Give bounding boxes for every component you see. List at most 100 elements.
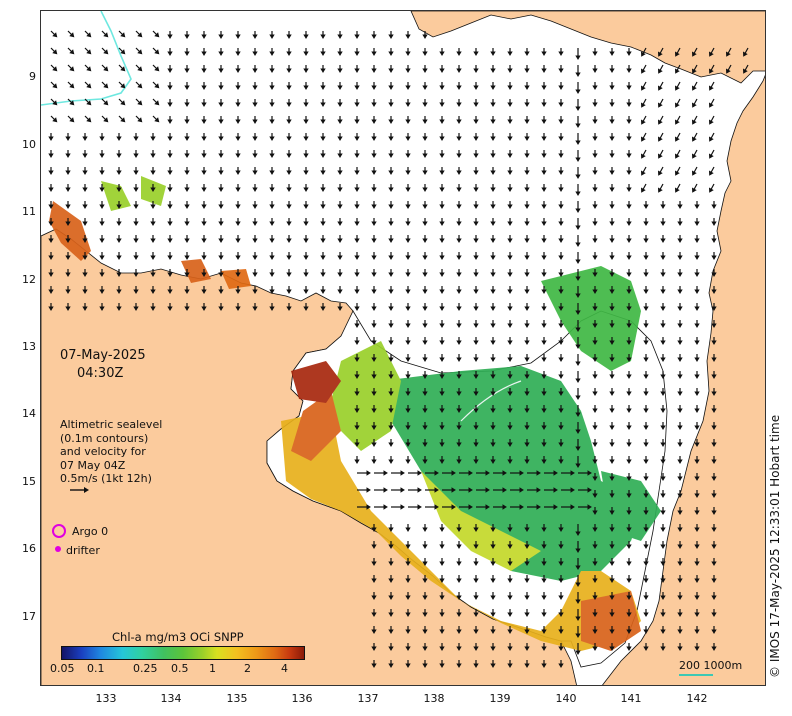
velocity-arrowhead (507, 340, 513, 345)
velocity-arrowhead (235, 68, 241, 73)
velocity-arrowhead (541, 306, 547, 311)
velocity-arrowhead (626, 102, 632, 107)
velocity-arrowhead (371, 187, 377, 192)
velocity-arrowhead (422, 204, 428, 209)
velocity-arrowhead (269, 289, 275, 294)
velocity-arrowhead (456, 136, 462, 141)
velocity-arrowhead (456, 153, 462, 158)
velocity-arrowhead (422, 391, 428, 396)
velocity-arrowhead (337, 102, 343, 107)
velocity-arrowhead (422, 629, 428, 634)
velocity-arrowhead (422, 340, 428, 345)
velocity-arrowhead (558, 612, 564, 617)
velocity-arrowhead (541, 170, 547, 175)
velocity-arrowhead (388, 153, 394, 158)
velocity-arrowhead (99, 255, 105, 260)
velocity-arrowhead (99, 204, 105, 209)
velocity-arrowhead (490, 561, 496, 566)
velocity-arrowhead (711, 272, 717, 277)
velocity-arrowhead (473, 221, 479, 226)
velocity-arrowhead (711, 612, 717, 617)
velocity-arrowhead (694, 340, 700, 345)
sealevel-contour (41, 11, 132, 106)
velocity-arrowhead (269, 68, 275, 73)
velocity-arrowhead (456, 102, 462, 107)
velocity-arrowhead (320, 238, 326, 243)
velocity-arrowhead (473, 238, 479, 243)
lat-tick-11: 11 (22, 205, 36, 218)
velocity-arrowhead (558, 595, 564, 600)
velocity-arrowhead (388, 391, 394, 396)
velocity-arrowhead (439, 51, 445, 56)
velocity-arrowhead (626, 289, 632, 294)
velocity-arrowhead (541, 595, 547, 600)
velocity-arrowhead (388, 527, 394, 532)
velocity-arrowhead (218, 221, 224, 226)
velocity-arrowhead (354, 391, 360, 396)
velocity-arrowhead (609, 272, 615, 277)
velocity-arrowhead (524, 629, 530, 634)
velocity-arrowhead (675, 170, 680, 176)
velocity-arrowhead (524, 85, 530, 90)
velocity-arrowhead (150, 204, 156, 209)
velocity-arrowhead (354, 221, 360, 226)
velocity-arrowhead (694, 272, 700, 277)
velocity-arrowhead (677, 629, 683, 634)
velocity-arrowhead (320, 289, 326, 294)
velocity-arrowhead (337, 289, 343, 294)
velocity-arrowhead (235, 170, 241, 175)
velocity-arrowhead (694, 391, 700, 396)
velocity-arrowhead (490, 391, 496, 396)
velocity-arrowhead (456, 85, 462, 90)
velocity-arrowhead (711, 527, 717, 532)
velocity-arrowhead (439, 578, 445, 583)
velocity-arrowhead (626, 612, 632, 617)
velocity-arrowhead (320, 34, 326, 39)
velocity-arrowhead (541, 340, 547, 345)
velocity-arrowhead (252, 51, 258, 56)
velocity-arrowhead (575, 378, 581, 383)
velocity-arrowhead (388, 459, 394, 464)
velocity-arrowhead (405, 170, 411, 175)
velocity-arrowhead (48, 170, 54, 175)
velocity-arrowhead (99, 136, 105, 141)
velocity-arrowhead (48, 187, 54, 192)
colorbar-label: 0.25 (133, 662, 158, 675)
velocity-arrowhead (711, 595, 717, 600)
velocity-arrowhead (354, 85, 360, 90)
velocity-arrowhead (150, 255, 156, 260)
lat-tick-10: 10 (22, 138, 36, 151)
velocity-arrowhead (694, 459, 700, 464)
velocity-arrowhead (524, 391, 530, 396)
velocity-arrowhead (490, 408, 496, 413)
velocity-arrowhead (473, 153, 479, 158)
velocity-arrowhead (507, 629, 513, 634)
velocity-arrowhead (558, 646, 564, 651)
velocity-arrowhead (400, 487, 405, 493)
velocity-arrowhead (490, 68, 496, 73)
velocity-arrowhead (660, 510, 666, 515)
velocity-arrowhead (218, 136, 224, 141)
velocity-arrowhead (150, 187, 156, 192)
velocity-arrowhead (451, 470, 456, 476)
velocity-arrowhead (422, 544, 428, 549)
velocity-arrowhead (252, 68, 258, 73)
velocity-arrowhead (337, 153, 343, 158)
velocity-arrowhead (383, 470, 388, 476)
velocity-arrowhead (286, 34, 292, 39)
velocity-arrowhead (456, 442, 462, 447)
velocity-arrowhead (524, 612, 530, 617)
map-panel[interactable] (40, 10, 766, 686)
velocity-arrowhead (303, 306, 309, 311)
velocity-arrowhead (439, 153, 445, 158)
velocity-arrowhead (541, 68, 547, 73)
velocity-arrowhead (405, 136, 411, 141)
velocity-arrowhead (541, 85, 547, 90)
velocity-arrowhead (541, 578, 547, 583)
velocity-arrowhead (490, 306, 496, 311)
velocity-arrowhead (677, 646, 683, 651)
velocity-arrowhead (439, 289, 445, 294)
velocity-arrowhead (660, 221, 666, 226)
velocity-arrowhead (658, 68, 663, 74)
velocity-arrowhead (558, 102, 564, 107)
